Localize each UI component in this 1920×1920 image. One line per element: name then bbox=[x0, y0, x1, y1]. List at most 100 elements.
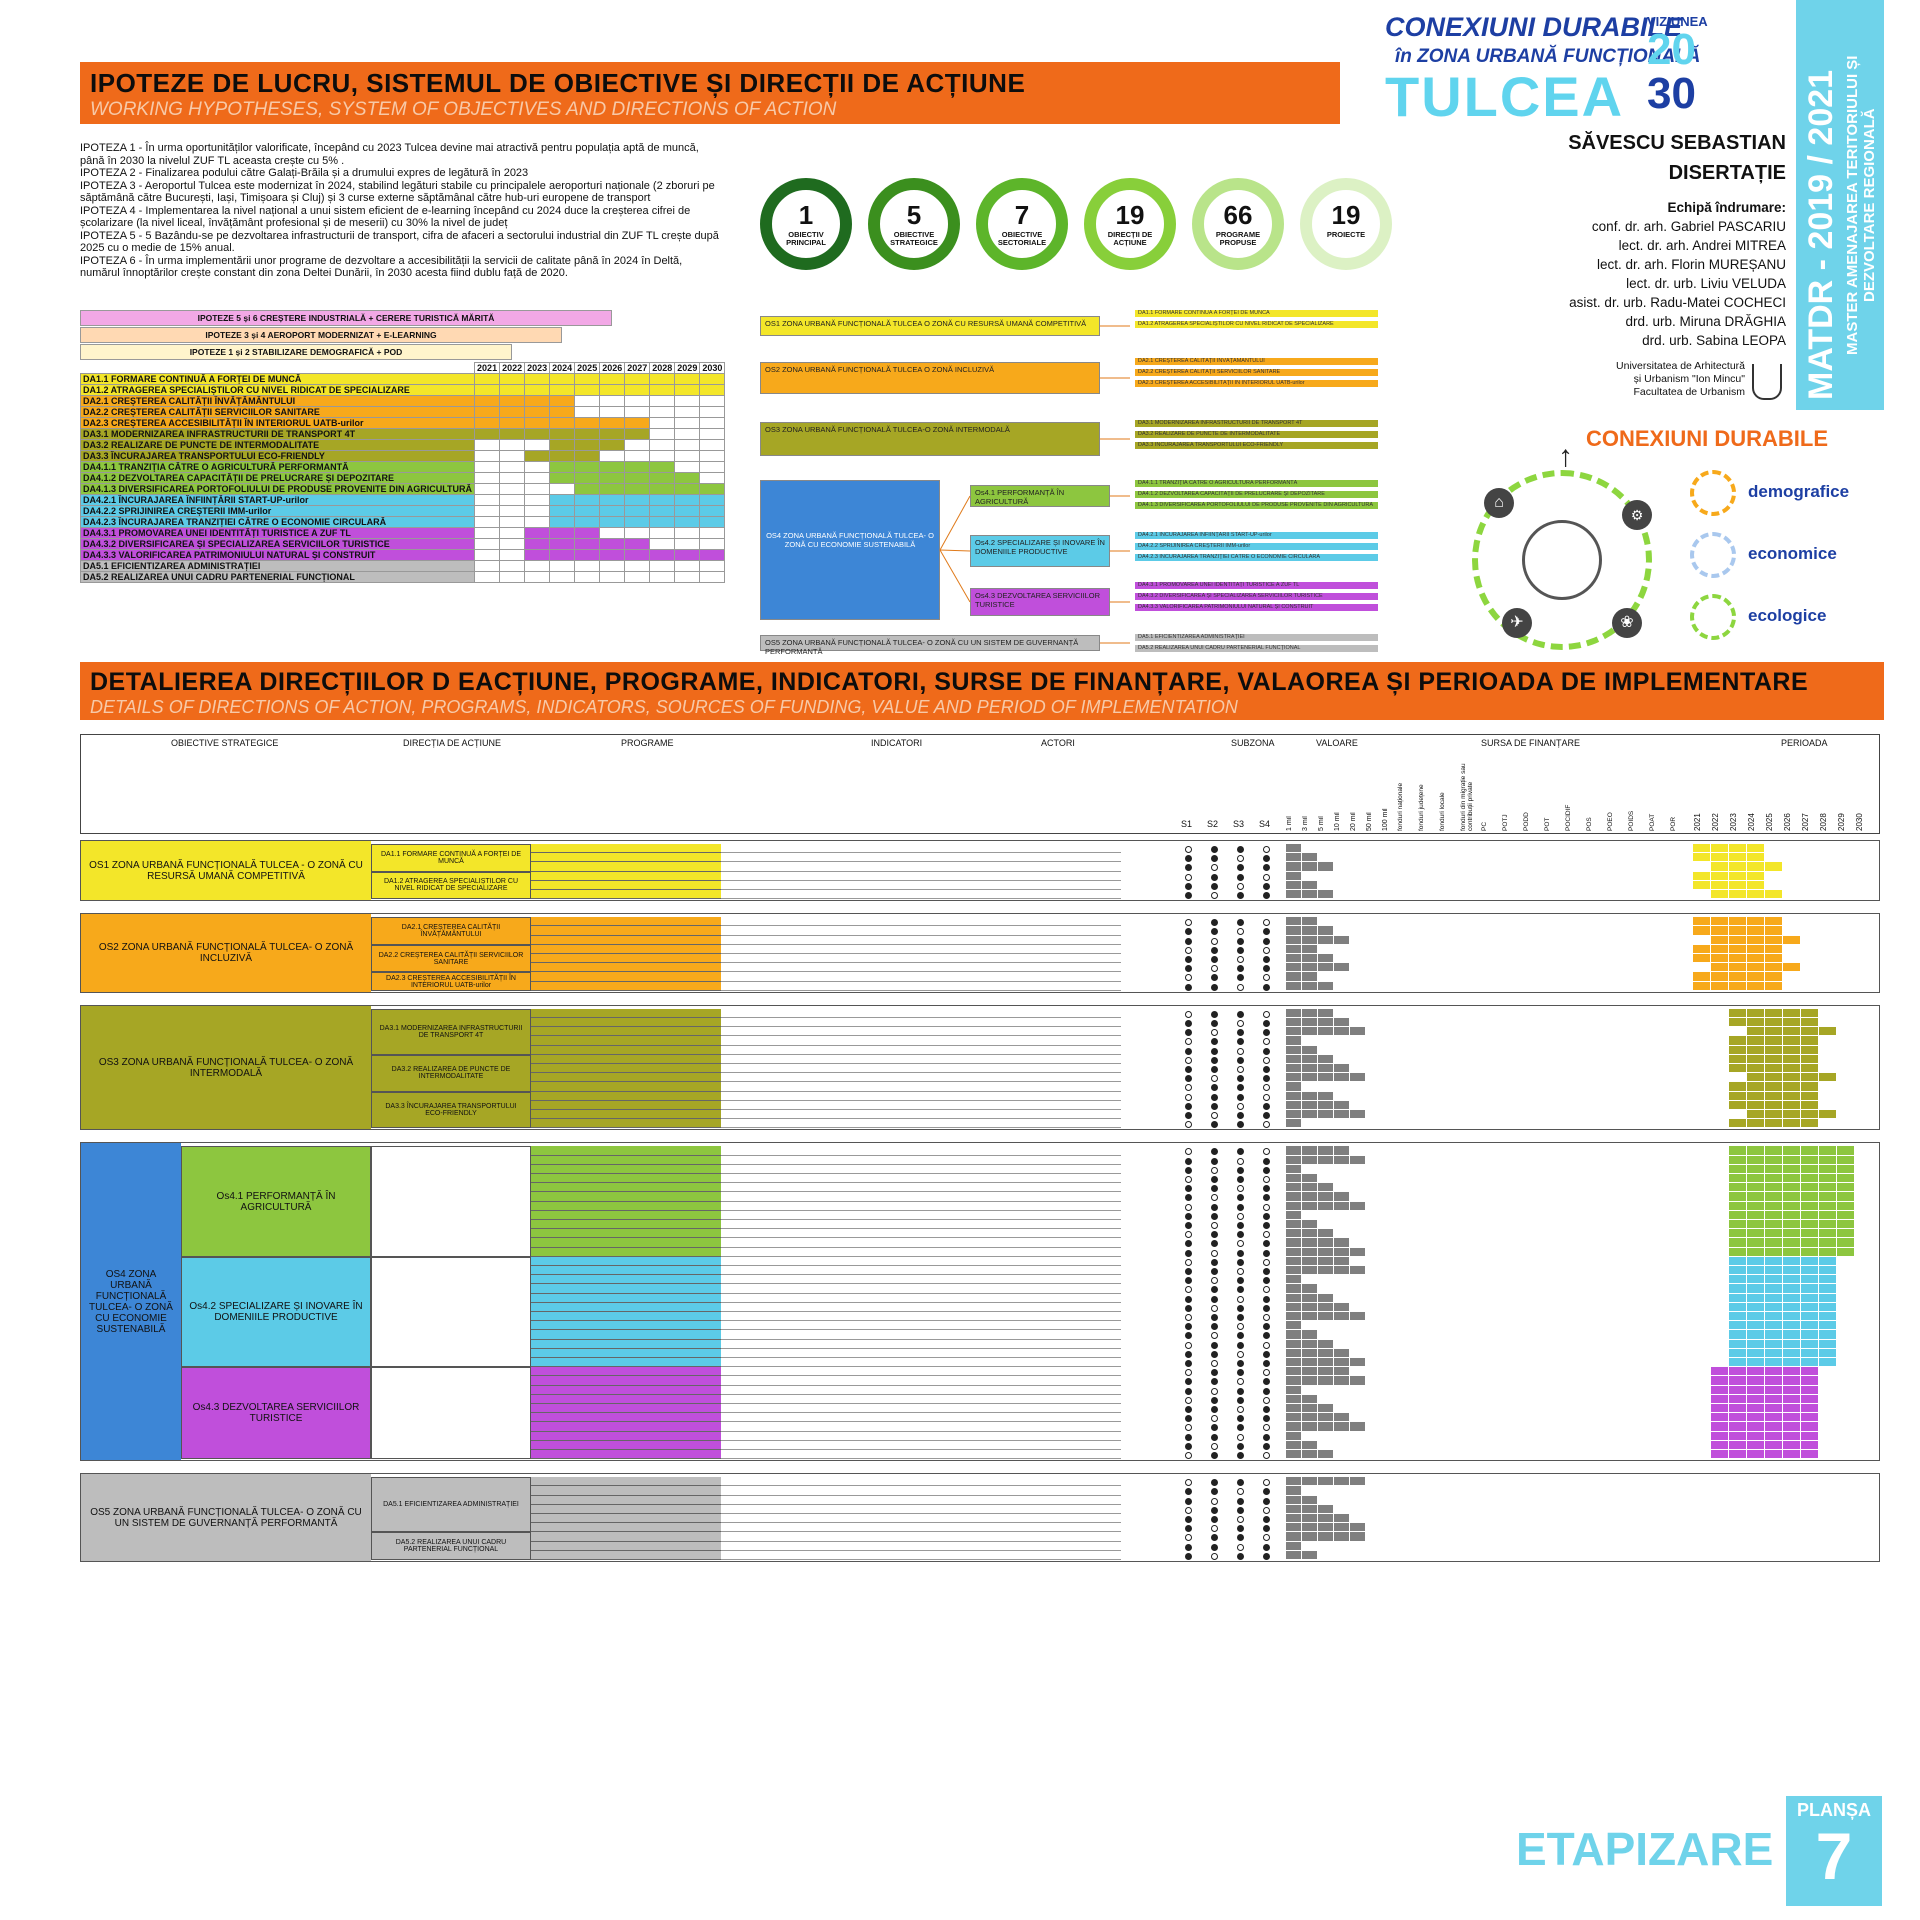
period-cell bbox=[1837, 1219, 1854, 1229]
period-cell bbox=[1747, 1339, 1764, 1348]
value-cell bbox=[1286, 1376, 1301, 1385]
period-cell bbox=[1747, 1017, 1764, 1027]
subzone-dot-icon bbox=[1185, 1093, 1192, 1101]
subzone-dot-icon bbox=[1263, 1175, 1270, 1183]
source-head: POT bbox=[1544, 817, 1551, 831]
period-cell bbox=[1747, 1330, 1764, 1339]
value-cell bbox=[1334, 1367, 1349, 1376]
period-cell bbox=[1747, 1183, 1764, 1192]
indicator-cell bbox=[721, 1477, 931, 1487]
value-cell bbox=[1334, 1265, 1349, 1275]
stat-circle: 66 PROGRAME PROPUSE bbox=[1192, 178, 1284, 270]
actor-cell bbox=[931, 954, 1121, 964]
period-cell bbox=[1819, 1164, 1836, 1173]
stat-number: 7 bbox=[1014, 200, 1030, 230]
period-cell bbox=[1819, 1210, 1836, 1219]
period-cell bbox=[1729, 953, 1746, 963]
subzone-dot-icon bbox=[1185, 955, 1192, 963]
subzone-dot-icon bbox=[1237, 1212, 1244, 1220]
subzone-dot-icon bbox=[1185, 1433, 1192, 1441]
value-cell bbox=[1286, 1017, 1301, 1027]
source-head: POTJ bbox=[1502, 814, 1509, 831]
indicator-cell bbox=[721, 1523, 931, 1533]
program-cell bbox=[531, 853, 721, 863]
period-cell bbox=[1729, 1403, 1746, 1413]
actor-cell bbox=[931, 1018, 1121, 1028]
gantt-row-label: DA5.2 REALIZAREA UNUI CADRU PARTENERIAL … bbox=[79, 571, 476, 583]
period-cell bbox=[1801, 1422, 1818, 1431]
team-member: conf. dr. arh. Gabriel PASCARIU bbox=[1591, 219, 1786, 234]
gantt-cell bbox=[524, 505, 551, 517]
value-cell bbox=[1302, 953, 1317, 963]
value-cell bbox=[1334, 1073, 1349, 1082]
subzone-dot-icon bbox=[1211, 1387, 1218, 1395]
value-cell bbox=[1302, 1229, 1317, 1238]
actor-cell bbox=[931, 1477, 1121, 1487]
period-cell bbox=[1819, 1201, 1836, 1210]
period-cell bbox=[1801, 1063, 1818, 1073]
gantt-cell bbox=[649, 527, 676, 539]
indicator-cell bbox=[721, 1303, 931, 1312]
value-cell bbox=[1302, 1504, 1317, 1513]
indicator-cell bbox=[721, 963, 931, 973]
subzone-dot-icon bbox=[1185, 1295, 1192, 1303]
gantt-cell bbox=[524, 549, 551, 561]
actor-cell bbox=[931, 963, 1121, 973]
actor-cell bbox=[931, 1376, 1121, 1386]
col-actori: ACTORI bbox=[1041, 738, 1075, 748]
dashed-ring-icon bbox=[1690, 532, 1736, 578]
value-cell bbox=[1318, 1532, 1333, 1541]
gantt-cell bbox=[499, 384, 526, 396]
period-cell bbox=[1729, 1054, 1746, 1063]
subzone-dot-icon bbox=[1211, 1249, 1218, 1257]
period-cell bbox=[1747, 1449, 1764, 1459]
subzone-dot-icon bbox=[1237, 1102, 1244, 1110]
gantt-cell bbox=[549, 538, 576, 550]
gantt-cell bbox=[674, 505, 701, 517]
actor-cell bbox=[931, 1340, 1121, 1349]
period-cell bbox=[1765, 1219, 1782, 1229]
direction-label: DA3.2 REALIZAREA DE PUNCTE DE INTERMODAL… bbox=[371, 1054, 531, 1092]
diagram-da-bar: DA3.2 REALIZARE DE PUNCTE DE INTERMODALI… bbox=[1135, 431, 1378, 438]
period-cell bbox=[1747, 890, 1764, 899]
gantt-cell bbox=[699, 395, 726, 407]
value-cell bbox=[1302, 1063, 1317, 1073]
period-cell bbox=[1747, 1119, 1764, 1128]
subzone-dot-icon bbox=[1263, 1378, 1270, 1386]
conexiuni-label: economice bbox=[1748, 544, 1837, 563]
value-cell bbox=[1286, 1229, 1301, 1238]
gantt-cell bbox=[499, 494, 526, 506]
diagram-da-bar: DA5.2 REALIZAREA UNUI CADRU PARTENERIAL … bbox=[1135, 645, 1378, 652]
gantt-cell bbox=[599, 439, 626, 451]
value-cell bbox=[1286, 1091, 1301, 1100]
gantt-cell bbox=[549, 505, 576, 517]
period-cell bbox=[1765, 1036, 1782, 1045]
period-year-head: 2022 bbox=[1711, 813, 1720, 831]
diagram-da-bar: DA2.3 CREȘTEREA ACCESIBILITĂȚII ÎN INTER… bbox=[1135, 380, 1378, 387]
value-cell bbox=[1286, 1311, 1301, 1321]
period-cell bbox=[1801, 1293, 1818, 1302]
period-cell bbox=[1765, 981, 1782, 990]
indicator-cell bbox=[721, 1367, 931, 1377]
gantt-cell bbox=[624, 395, 651, 407]
os4-box: OS4 ZONA URBANĂ FUNCȚIONALĂ TULCEA- O ZO… bbox=[760, 480, 940, 620]
value-cell bbox=[1286, 1449, 1301, 1459]
gantt-cell bbox=[599, 516, 626, 528]
period-cell bbox=[1801, 1155, 1818, 1164]
period-cell bbox=[1729, 1376, 1746, 1385]
indicator-cell bbox=[721, 1055, 931, 1064]
subzone-dot-icon bbox=[1211, 873, 1218, 881]
gantt-cell bbox=[574, 428, 601, 440]
gantt-cell bbox=[599, 461, 626, 473]
period-cell bbox=[1783, 1247, 1800, 1256]
diagram-da-bar: DA1.1 FORMARE CONTINUĂ A FORȚEI DE MUNCĂ bbox=[1135, 310, 1378, 317]
sectorial-label: Os4.2 SPECIALIZARE ȘI INOVARE ÎN DOMENII… bbox=[181, 1256, 371, 1368]
gantt-cell bbox=[549, 373, 576, 385]
actor-cell bbox=[931, 1450, 1121, 1460]
period-cell bbox=[1729, 1082, 1746, 1091]
period-cell bbox=[1819, 1357, 1836, 1367]
conexiuni-item: ecologice bbox=[1690, 594, 1890, 648]
os41-box: Os4.1 PERFORMANȚĂ ÎN AGRICULTURĂ bbox=[970, 485, 1110, 507]
col-directia: DIRECȚIA DE ACȚIUNE bbox=[403, 738, 502, 748]
subzone-dot-icon bbox=[1211, 1010, 1218, 1018]
